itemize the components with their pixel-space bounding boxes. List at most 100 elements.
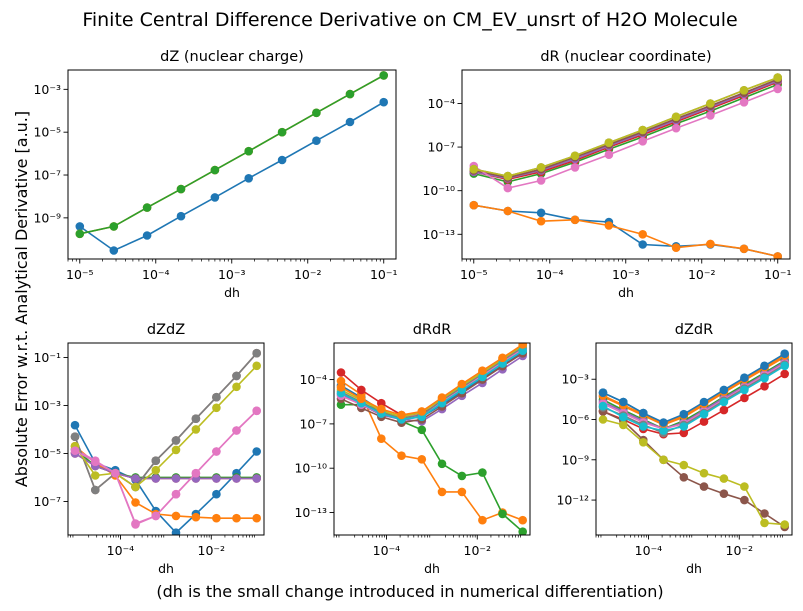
data-point <box>503 183 513 193</box>
data-point <box>780 349 789 359</box>
data-point <box>536 176 546 185</box>
data-point <box>638 230 647 239</box>
data-point <box>679 460 689 470</box>
data-point <box>109 222 119 231</box>
data-point <box>740 393 749 403</box>
y-tick-label: 10⁻⁴ <box>427 96 455 111</box>
data-point <box>773 252 782 259</box>
data-point <box>232 382 241 392</box>
data-point <box>598 388 608 398</box>
x-axis-label: dh <box>224 285 240 300</box>
data-point <box>151 474 161 483</box>
data-point <box>252 513 261 523</box>
series-line <box>473 76 778 177</box>
subplot-title: dRdR <box>413 322 452 338</box>
data-point <box>679 473 689 482</box>
data-point <box>671 123 681 133</box>
data-point <box>760 373 769 383</box>
data-point <box>518 527 527 535</box>
data-point <box>91 485 100 495</box>
data-point <box>212 489 221 499</box>
data-point <box>277 127 287 137</box>
data-point <box>739 86 749 95</box>
data-point <box>469 200 479 210</box>
data-point <box>639 438 648 447</box>
subplot-5: dZdR 10⁻⁴ 10⁻² 10⁻¹² 10⁻⁹ 10⁻⁶ 10⁻³ dh <box>556 322 793 576</box>
data-point <box>191 468 201 478</box>
series-line <box>473 204 778 258</box>
data-point <box>336 368 346 377</box>
data-point <box>244 146 253 156</box>
data-point <box>478 372 487 382</box>
subplot-title: dR (nuclear coordinate) <box>540 49 711 65</box>
plot-area <box>70 348 261 535</box>
subplot-title: dZdZ <box>147 322 185 338</box>
data-point <box>212 447 221 456</box>
data-point <box>212 403 221 413</box>
data-point <box>212 513 221 523</box>
data-point <box>357 385 366 395</box>
y-tick-label: 10⁻¹² <box>556 493 589 508</box>
data-point <box>171 511 181 521</box>
series-line <box>602 410 786 528</box>
data-point <box>151 465 161 475</box>
data-point <box>598 415 608 424</box>
data-point <box>336 383 346 392</box>
data-point <box>619 420 628 430</box>
data-point <box>377 434 386 444</box>
axes-frame <box>67 69 397 260</box>
series-line <box>340 344 524 418</box>
data-point <box>570 151 580 161</box>
series-line <box>602 359 786 430</box>
series-line <box>79 74 385 235</box>
data-point <box>498 509 507 519</box>
series-line <box>473 204 778 258</box>
data-point <box>457 379 467 389</box>
data-point <box>417 407 427 416</box>
series-line <box>602 365 786 432</box>
data-point <box>232 426 241 435</box>
series-line <box>602 362 786 430</box>
data-point <box>131 498 140 507</box>
data-point <box>437 459 447 469</box>
data-point <box>536 163 546 172</box>
plot-area <box>75 71 389 255</box>
data-point <box>740 495 749 505</box>
data-point <box>699 397 709 407</box>
data-point <box>397 410 406 420</box>
subplot-title: dZdR <box>675 322 713 338</box>
data-point <box>739 98 749 107</box>
x-axis-label: dh <box>686 561 702 576</box>
data-point <box>740 482 749 491</box>
series-line <box>79 74 385 235</box>
data-point <box>357 394 366 404</box>
data-point <box>232 371 241 381</box>
x-tick-label: 10⁻¹ <box>370 267 398 282</box>
figure-caption: (dh is the small change introduced in nu… <box>156 582 663 601</box>
data-point <box>377 404 386 414</box>
x-tick-label: 10⁻⁴ <box>142 267 170 282</box>
figure-suptitle: Finite Central Difference Derivative on … <box>82 9 737 31</box>
series-line <box>473 80 778 180</box>
plot-area <box>469 73 782 259</box>
data-point <box>252 447 261 456</box>
subplot-title: dZ (nuclear charge) <box>160 49 304 65</box>
subplot-1: dZ (nuclear charge) 10⁻⁵ 10⁻⁴ 10⁻³ 10⁻² 10⁻¹ 1… <box>33 49 397 300</box>
data-point <box>232 474 241 483</box>
subplots: dZ (nuclear charge) 10⁻⁵ 10⁻⁴ 10⁻³ 10⁻² 10⁻¹ 1… <box>33 49 793 576</box>
data-point <box>518 343 527 349</box>
data-point <box>780 369 789 379</box>
y-tick-label: 10⁻⁵ <box>33 446 61 461</box>
data-point <box>142 231 152 240</box>
x-tick-label: 10⁻¹ <box>764 267 792 282</box>
data-point <box>706 239 715 249</box>
data-point <box>639 422 648 431</box>
data-point <box>740 373 749 383</box>
axes-frame <box>595 342 793 536</box>
data-point <box>536 216 546 226</box>
data-point <box>699 417 709 426</box>
data-point <box>131 482 140 492</box>
data-point <box>740 385 749 395</box>
series-line <box>340 380 523 522</box>
data-point <box>478 468 487 477</box>
